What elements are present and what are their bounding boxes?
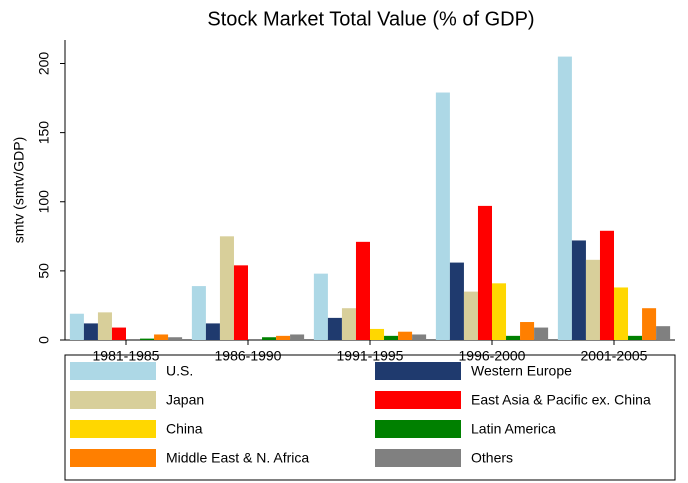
bar	[506, 335, 521, 340]
y-tick-label: 150	[36, 121, 52, 145]
bar	[520, 322, 535, 340]
legend-label: U.S.	[166, 363, 193, 379]
bar	[83, 323, 98, 340]
legend-box	[64, 354, 676, 481]
bar	[534, 327, 549, 340]
y-tick-label: 0	[36, 336, 52, 344]
bar	[642, 308, 657, 340]
bar	[557, 56, 572, 340]
bar	[571, 240, 586, 340]
bar	[191, 286, 206, 340]
legend-swatch	[375, 449, 461, 467]
bar	[168, 337, 183, 340]
bar	[384, 335, 399, 340]
legend-label: Japan	[166, 392, 204, 408]
x-tick-label: 1996-2000	[459, 348, 526, 364]
legend-swatch	[375, 391, 461, 409]
bar	[585, 259, 600, 340]
bar	[205, 323, 220, 340]
legend-label: China	[166, 421, 203, 437]
legend-swatch	[70, 362, 156, 380]
bar	[69, 313, 84, 340]
legend-swatch	[70, 391, 156, 409]
x-tick-label: 2001-2005	[581, 348, 648, 364]
legend-swatch	[375, 362, 461, 380]
y-tick-label: 200	[36, 52, 52, 76]
bar	[477, 205, 492, 340]
bar	[327, 317, 342, 340]
legend-swatch	[70, 420, 156, 438]
bar	[449, 262, 464, 340]
x-tick-label: 1981-1985	[93, 348, 160, 364]
bar	[97, 312, 112, 340]
y-tick-label: 50	[36, 263, 52, 279]
bar	[656, 326, 671, 340]
bar	[290, 334, 305, 340]
bar	[262, 337, 277, 340]
chart-title: Stock Market Total Value (% of GDP)	[207, 8, 534, 30]
bar	[599, 230, 614, 340]
bar	[355, 241, 370, 340]
x-tick-label: 1986-1990	[215, 348, 282, 364]
bar	[313, 273, 328, 340]
legend-label: Middle East & N. Africa	[166, 450, 309, 466]
legend-swatch	[70, 449, 156, 467]
bar	[154, 334, 169, 340]
bar	[492, 283, 507, 340]
bar	[111, 327, 126, 340]
bar	[233, 265, 248, 340]
y-tick-label: 100	[36, 190, 52, 214]
legend-swatch	[375, 420, 461, 438]
bar	[341, 308, 356, 340]
legend-label: Latin America	[471, 421, 556, 437]
legend-label: Others	[471, 450, 513, 466]
x-tick-label: 1991-1995	[337, 348, 404, 364]
bar	[435, 92, 450, 340]
bar	[412, 334, 427, 340]
bar	[614, 287, 629, 340]
bar	[140, 338, 155, 340]
legend-label: East Asia & Pacific ex. China	[471, 392, 651, 408]
bar	[219, 236, 234, 340]
y-axis-label: smtv (smtv/GDP)	[11, 137, 27, 244]
legend-label: Western Europe	[471, 363, 572, 379]
bar	[370, 328, 385, 340]
bar	[463, 291, 478, 340]
bar	[628, 335, 643, 340]
bar	[276, 335, 291, 340]
bar	[398, 331, 413, 340]
